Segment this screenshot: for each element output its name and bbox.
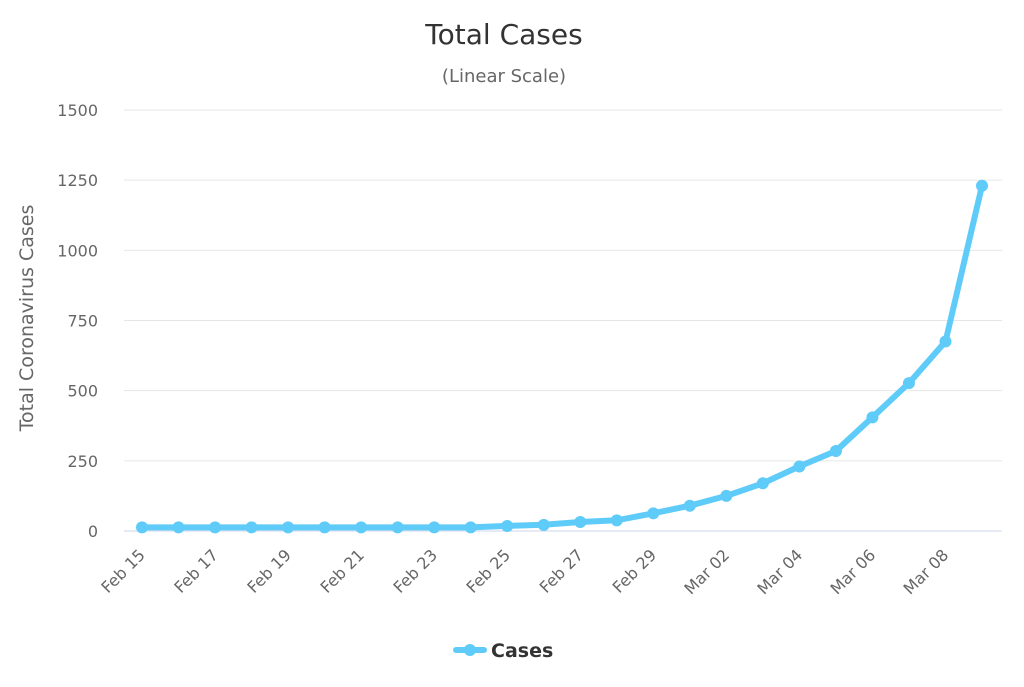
x-tick-label: Feb 25 <box>463 545 514 596</box>
x-tick-label: Mar 02 <box>680 545 733 598</box>
gridlines <box>124 109 1002 532</box>
data-point <box>647 507 660 520</box>
chart-subtitle: (Linear Scale) <box>442 66 566 87</box>
y-tick-label-750: 750 <box>67 312 98 331</box>
data-point <box>355 521 368 534</box>
data-point <box>793 460 806 473</box>
data-point <box>209 521 222 534</box>
data-point <box>501 519 514 532</box>
y-tick-label-0: 0 <box>88 522 98 541</box>
data-point <box>464 521 477 534</box>
x-tick-label: Feb 17 <box>170 545 221 596</box>
x-tick-label: Feb 27 <box>536 545 587 596</box>
x-tick-label: Feb 21 <box>316 545 367 596</box>
legend-marker-swatch <box>464 644 476 656</box>
data-point <box>428 521 441 534</box>
data-point <box>976 179 988 192</box>
legend[interactable]: Cases <box>453 640 553 662</box>
data-point <box>318 521 331 534</box>
data-point <box>282 521 295 534</box>
x-tick-label: Mar 08 <box>900 545 953 598</box>
chart-title: Total Cases <box>424 18 582 51</box>
data-point <box>610 514 623 527</box>
x-tick-label: Feb 29 <box>609 545 660 596</box>
y-tick-label-250: 250 <box>67 452 98 471</box>
data-point <box>574 516 587 529</box>
y-axis-ticks: 0 250 500 750 1000 1250 1500 <box>57 101 98 541</box>
data-point <box>756 477 769 490</box>
y-axis-label: Total Coronavirus Cases <box>16 205 38 433</box>
y-tick-label-500: 500 <box>67 382 98 401</box>
data-point <box>902 377 915 390</box>
y-tick-label-1250: 1250 <box>57 171 98 190</box>
data-point <box>939 335 952 348</box>
series-cases <box>136 179 988 534</box>
x-tick-label: Mar 04 <box>753 545 806 598</box>
x-axis-ticks: Feb 15 Feb 17 Feb 19 Feb 21 Feb 23 Feb 25 Feb … <box>97 545 952 598</box>
data-point <box>720 489 733 502</box>
data-point <box>391 521 404 534</box>
x-tick-label: Mar 06 <box>826 545 879 598</box>
legend-label-cases: Cases <box>491 640 553 662</box>
data-point <box>537 518 550 531</box>
data-point <box>866 411 879 424</box>
data-point <box>136 521 148 534</box>
data-point <box>245 521 258 534</box>
y-tick-label-1000: 1000 <box>57 241 98 260</box>
series-line-cases <box>139 182 985 531</box>
y-tick-label-1500: 1500 <box>57 101 98 120</box>
x-tick-label: Feb 19 <box>243 545 294 596</box>
data-point <box>829 445 842 458</box>
data-point <box>172 521 185 534</box>
x-tick-label: Feb 23 <box>390 545 441 596</box>
x-tick-label: Feb 15 <box>97 545 148 596</box>
data-point <box>683 499 696 512</box>
